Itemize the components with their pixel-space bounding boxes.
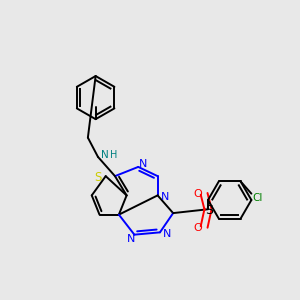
Text: N: N xyxy=(163,229,171,239)
Text: H: H xyxy=(110,150,118,160)
Text: N: N xyxy=(139,159,147,169)
Text: Cl: Cl xyxy=(252,193,263,202)
Text: N: N xyxy=(127,233,136,244)
Text: O: O xyxy=(194,223,202,233)
Text: N: N xyxy=(160,192,169,202)
Text: O: O xyxy=(194,189,202,199)
Text: N: N xyxy=(101,150,109,160)
Text: S: S xyxy=(206,203,214,217)
Text: S: S xyxy=(94,171,102,184)
